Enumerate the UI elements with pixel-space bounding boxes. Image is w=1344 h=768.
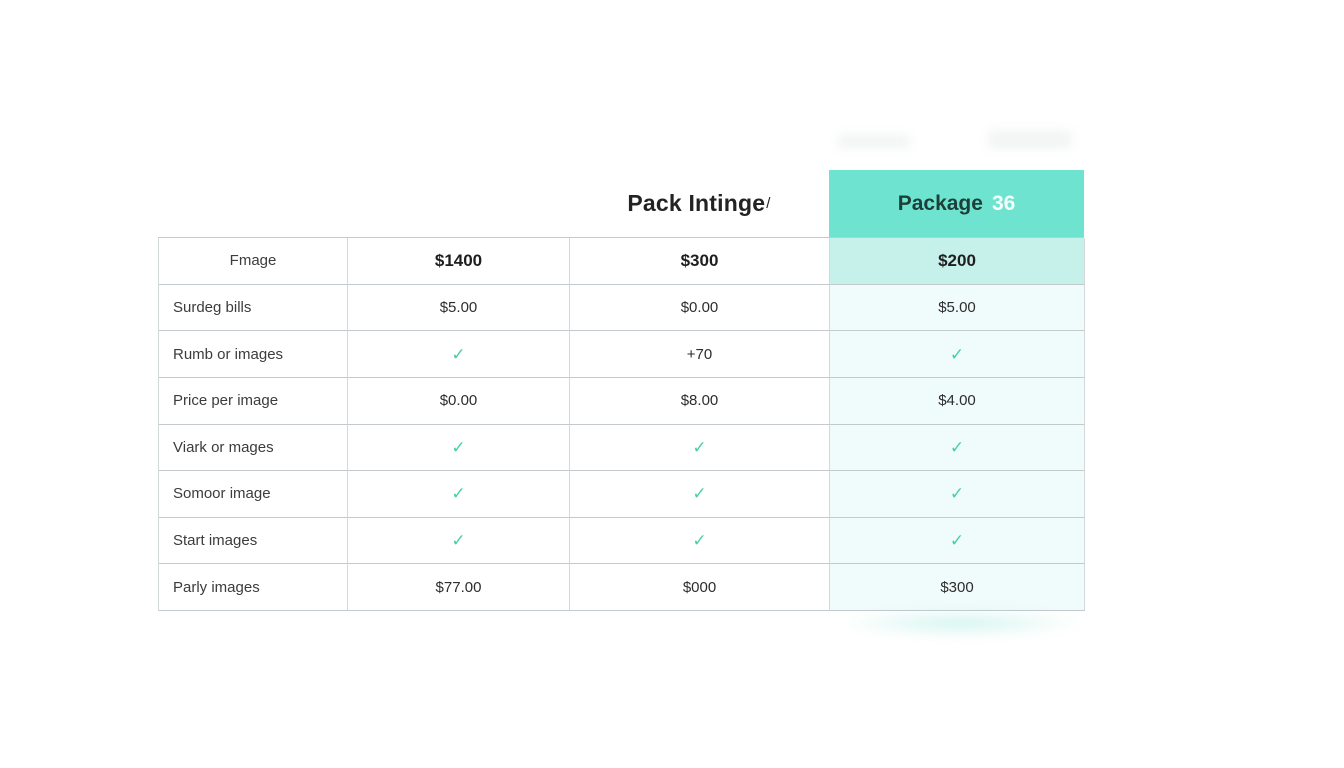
value-cell: $5.00 — [348, 284, 570, 332]
value-text: $5.00 — [439, 298, 478, 316]
value-cell: $4.00 — [830, 377, 1085, 425]
value-cell: $8.00 — [570, 377, 830, 425]
value-text: $1400 — [434, 250, 483, 270]
check-icon: ✓ — [692, 484, 707, 504]
package-number: 36 — [991, 191, 1016, 215]
value-text: $77.00 — [435, 578, 482, 596]
check-icon: ✓ — [949, 344, 965, 364]
check-icon: ✓ — [949, 437, 965, 457]
feature-label: Surdeg bills — [173, 298, 252, 316]
feature-label: Start images — [173, 532, 258, 550]
value-text: +70 — [686, 345, 713, 363]
value-cell: ✓ — [348, 517, 570, 565]
feature-label: Fmage — [229, 252, 277, 270]
value-cell: ✓ — [830, 471, 1085, 518]
check-icon: ✓ — [451, 531, 466, 551]
feature-label-cell: Price per image — [159, 377, 348, 425]
feature-label-cell: Start images — [159, 517, 348, 565]
value-text: $5.00 — [938, 298, 976, 316]
check-icon: ✓ — [949, 484, 965, 504]
feature-label-cell: Somoor image — [159, 471, 348, 518]
value-text: $4.00 — [938, 392, 976, 410]
value-cell: ✓ — [570, 471, 830, 518]
feature-label-cell: Rumb or images — [159, 331, 348, 378]
value-cell: ✓ — [348, 424, 570, 472]
feature-label: Somoor image — [173, 485, 271, 503]
value-cell: $300 — [830, 564, 1085, 611]
value-cell: ✓ — [830, 517, 1085, 565]
column-header-label: Pack Intinge — [627, 190, 766, 216]
value-cell: $200 — [830, 238, 1085, 285]
value-cell: $300 — [570, 238, 830, 285]
value-cell: ✓ — [830, 331, 1085, 378]
highlight-column-shadow — [836, 608, 1086, 638]
feature-label-cell: Viark or mages — [159, 424, 348, 472]
column-header-package-36[interactable]: Package 36 — [829, 170, 1084, 237]
value-cell: $77.00 — [348, 564, 570, 611]
value-cell: ✓ — [830, 424, 1085, 472]
value-cell: $0.00 — [570, 284, 830, 332]
column-header-suffix: / — [766, 195, 771, 212]
faded-text-artifact — [988, 130, 1072, 149]
value-text: $300 — [940, 578, 974, 596]
value-text: $0.00 — [439, 392, 478, 410]
value-text: $8.00 — [680, 392, 719, 410]
value-cell: $000 — [570, 564, 830, 611]
check-icon: ✓ — [692, 437, 707, 457]
value-cell: ✓ — [570, 517, 830, 565]
feature-label-cell: Parly images — [159, 564, 348, 611]
value-cell: $5.00 — [830, 284, 1085, 332]
value-text: $200 — [938, 250, 976, 270]
pricing-comparison-table: Fmage $1400 $300 $200 Surdeg bills $5.00 $0.00… — [158, 237, 1085, 611]
value-text: $300 — [680, 250, 719, 270]
feature-label-cell: Fmage — [159, 238, 348, 285]
value-cell: ✓ — [348, 471, 570, 518]
faded-text-artifact — [838, 134, 910, 149]
feature-label: Price per image — [173, 392, 279, 410]
column-header-pack-intinge: Pack Intinge / — [569, 170, 829, 237]
feature-label: Rumb or images — [173, 345, 284, 363]
check-icon: ✓ — [451, 344, 466, 364]
feature-label: Parly images — [173, 578, 260, 596]
value-cell: $1400 — [348, 238, 570, 285]
value-text: $000 — [682, 578, 717, 596]
value-cell: $0.00 — [348, 377, 570, 425]
value-cell: +70 — [570, 331, 830, 378]
value-cell: ✓ — [570, 424, 830, 472]
value-cell: ✓ — [348, 331, 570, 378]
check-icon: ✓ — [949, 531, 965, 551]
value-text: $0.00 — [680, 298, 719, 316]
feature-label-cell: Surdeg bills — [159, 284, 348, 332]
check-icon: ✓ — [692, 531, 707, 551]
feature-label: Viark or mages — [173, 438, 274, 456]
check-icon: ✓ — [451, 484, 466, 504]
package-label: Package — [897, 191, 983, 215]
check-icon: ✓ — [451, 437, 466, 457]
